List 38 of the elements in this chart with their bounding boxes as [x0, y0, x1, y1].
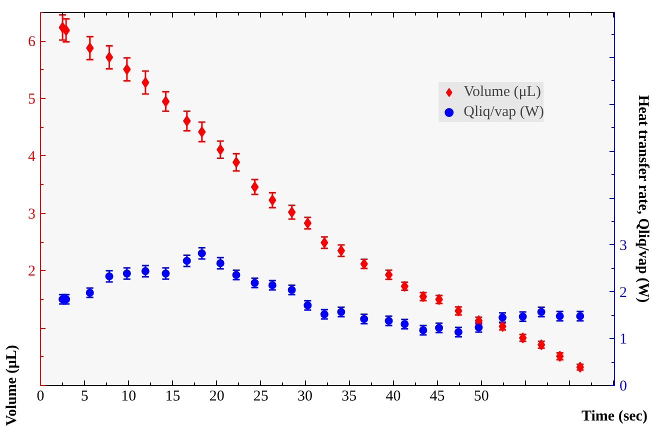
y-tick-label: 6 — [28, 34, 36, 50]
x-tick-label: 35 — [342, 388, 357, 404]
point — [162, 270, 170, 278]
point — [198, 249, 206, 258]
y-tick-label: 4 — [28, 148, 36, 165]
y2-tick-label: 1 — [620, 332, 627, 348]
x-tick-label: 10 — [121, 388, 136, 404]
legend-label: Qliq/vap (W) — [464, 104, 544, 120]
x-tick-label: 25 — [253, 388, 268, 404]
x-tick-label: 50 — [474, 388, 489, 404]
x-tick-label: 20 — [209, 388, 224, 404]
legend-label: Volume (μL) — [464, 84, 541, 100]
x-axis-title: Time (sec) — [582, 408, 648, 424]
point — [250, 181, 259, 192]
x-tick-label: 0 — [36, 388, 44, 404]
point — [232, 156, 240, 168]
x-tick-label: 45 — [430, 388, 445, 404]
point — [105, 272, 114, 280]
y-axis-title: Volume (μL) — [4, 345, 20, 426]
point — [162, 96, 170, 107]
point — [182, 256, 191, 265]
x-tick-label: 40 — [386, 388, 401, 404]
point — [216, 259, 224, 268]
y2-tick-label: 2 — [620, 284, 627, 301]
point — [498, 314, 507, 322]
point — [122, 270, 131, 278]
point — [141, 267, 150, 276]
y2-tick-label: 3 — [620, 238, 627, 254]
x-tick-label: 15 — [165, 388, 180, 404]
x-tick-label: 5 — [80, 388, 88, 404]
point — [288, 206, 296, 218]
y2-axis-title: Heat transfer rate, Qliq/vap (W) — [635, 95, 651, 303]
point — [105, 52, 114, 63]
y-tick-label: 5 — [28, 92, 36, 108]
y2-tick-label: 0 — [620, 378, 627, 394]
y-tick-label: 2 — [28, 264, 36, 280]
x-tick-label: 30 — [298, 388, 313, 404]
y-tick-label: 3 — [28, 206, 36, 222]
